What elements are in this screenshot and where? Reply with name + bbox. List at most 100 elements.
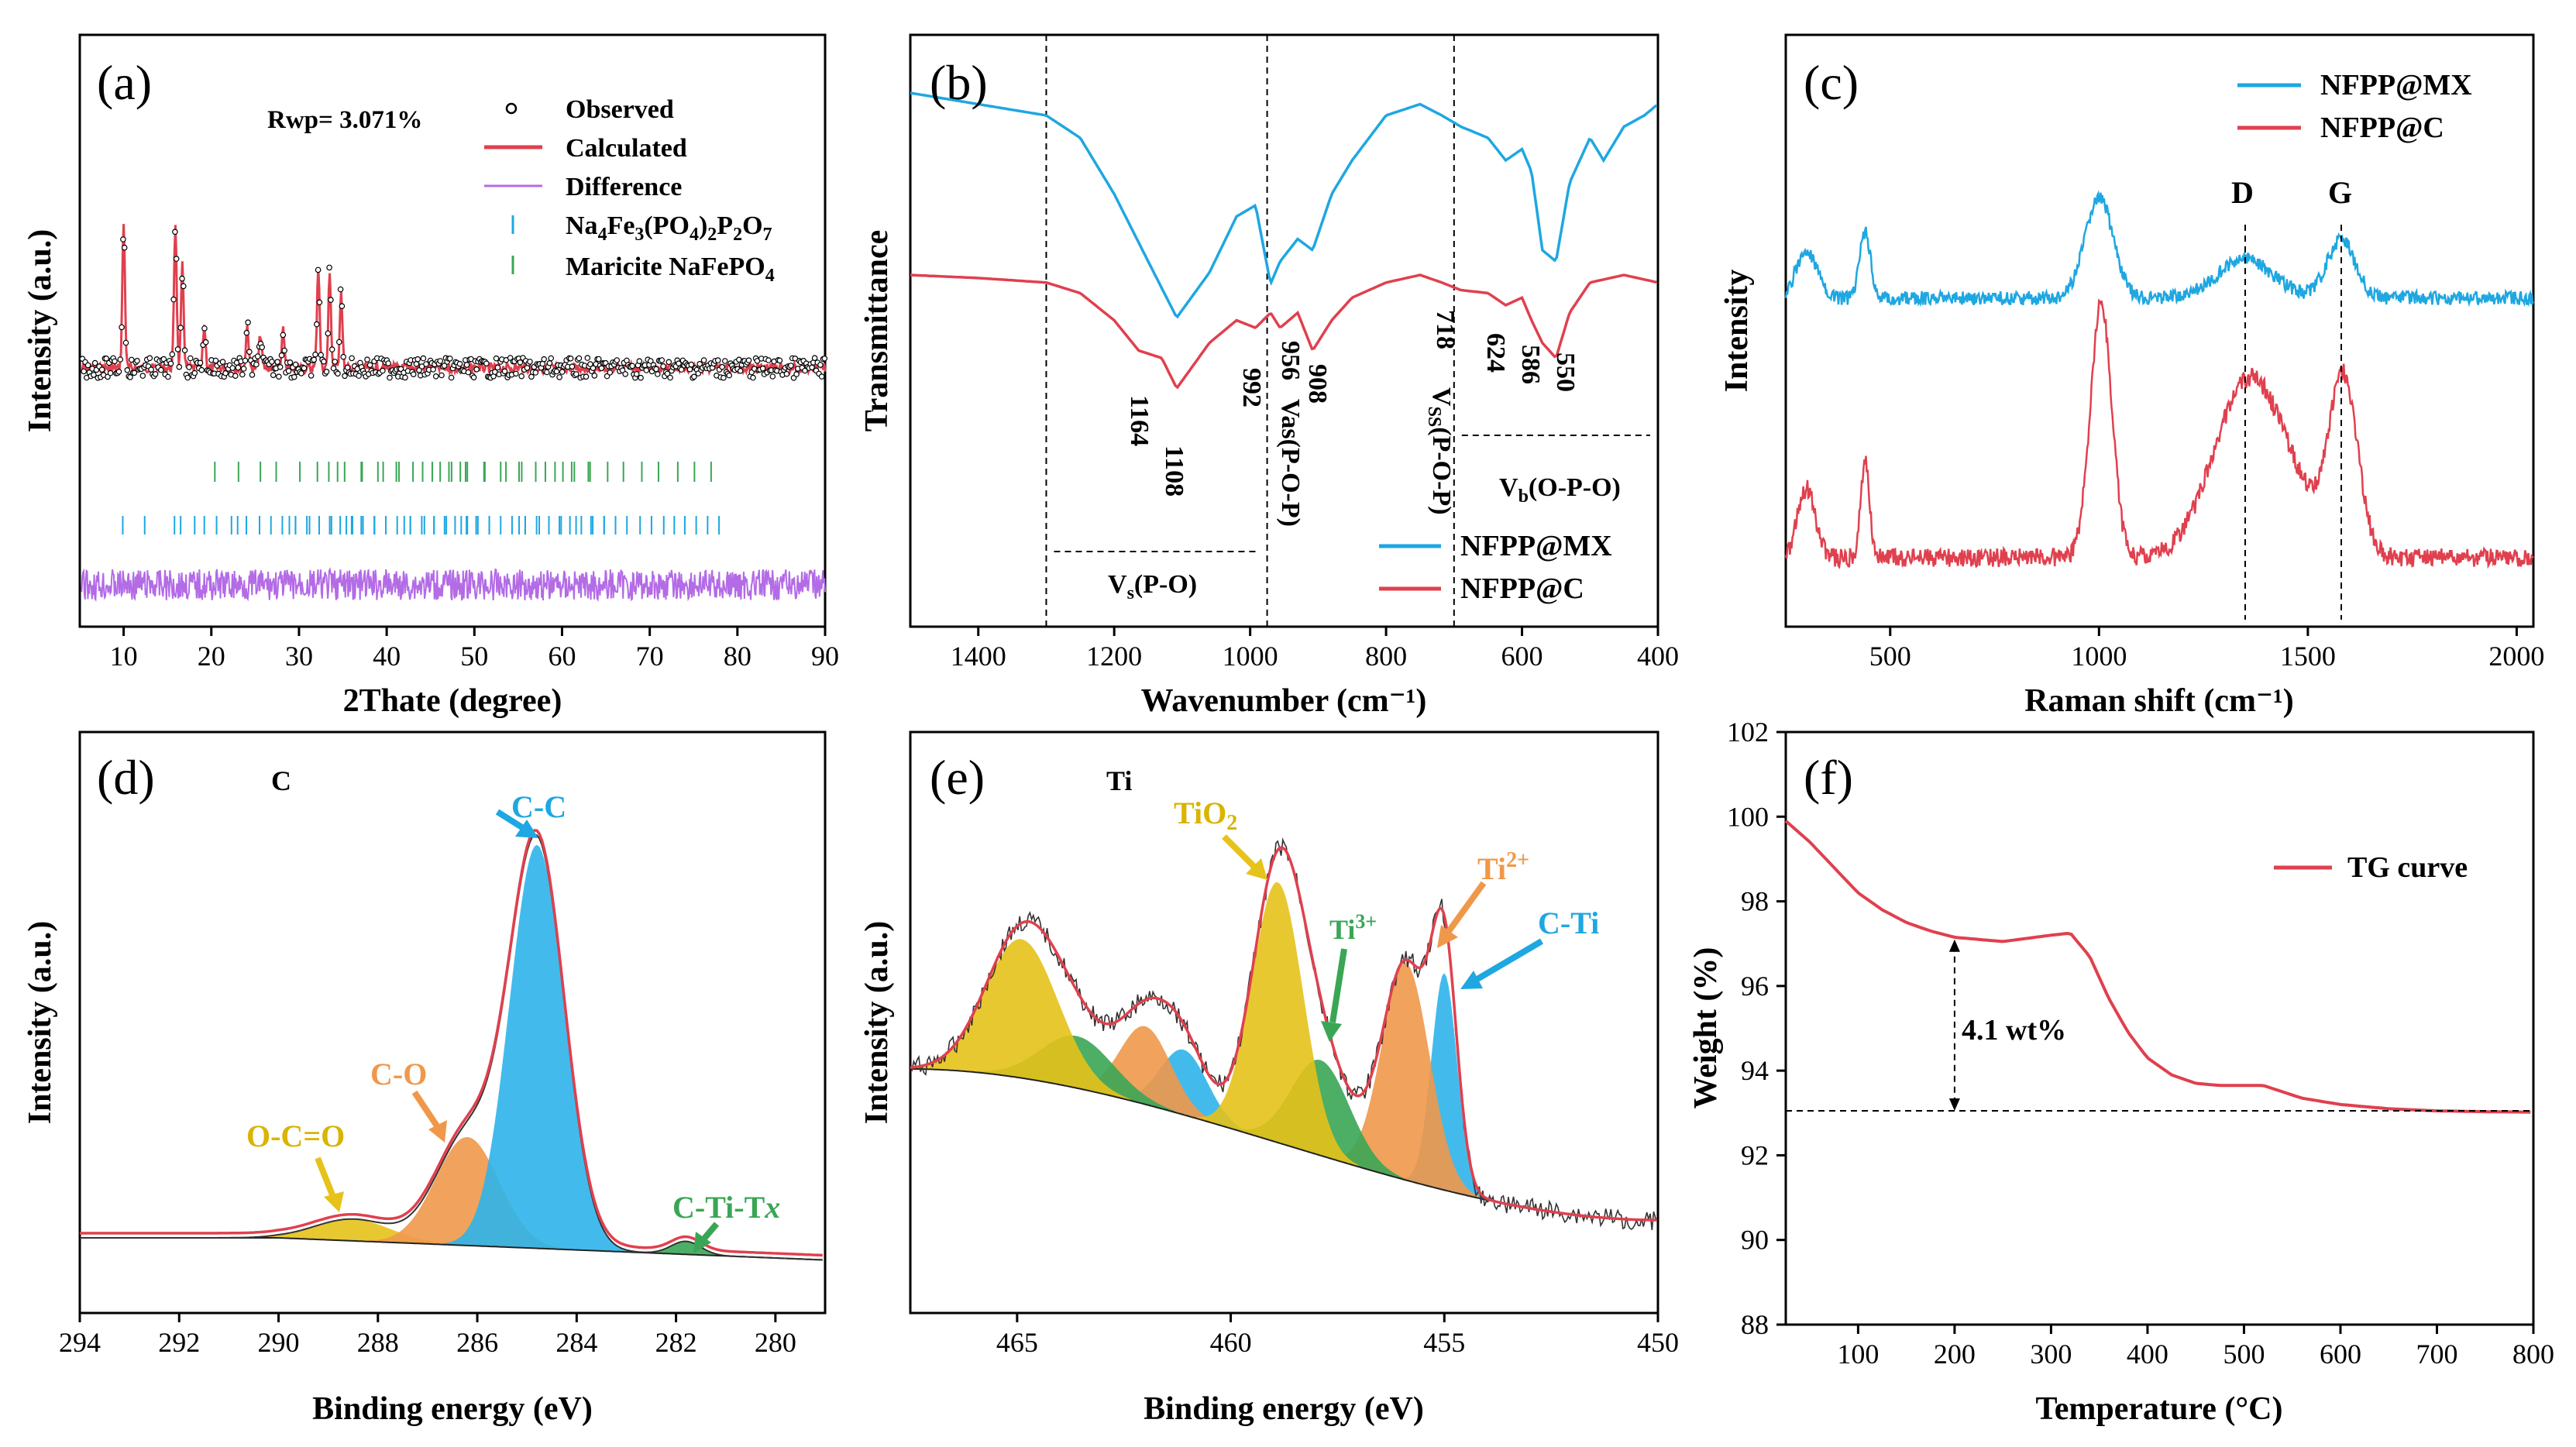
pc-x-ticklabel-1500: 1500 bbox=[2280, 641, 2336, 672]
observed-point bbox=[340, 353, 347, 360]
observed-point bbox=[595, 356, 602, 363]
observed-point bbox=[633, 371, 640, 377]
observed-point bbox=[81, 368, 88, 375]
observed-point bbox=[678, 366, 685, 373]
panel-a-x-ticks: 10 20 30 40 50 60 70 80 90 bbox=[110, 627, 839, 672]
observed-point bbox=[493, 355, 500, 362]
observed-point bbox=[325, 330, 332, 337]
observed-point bbox=[569, 363, 576, 370]
observed-point bbox=[328, 297, 334, 303]
observed-point bbox=[494, 364, 501, 371]
arrow-c-o-head bbox=[428, 1120, 447, 1143]
panel-f: 100 200 300 400 500 600 700 800 88 90 92 94 96 98 100 1… bbox=[1688, 717, 2554, 1427]
mass-loss-arrow-bottom bbox=[1948, 1098, 1960, 1112]
observed-point bbox=[765, 357, 772, 363]
panel-d-x-ticks: 294 292 290 288 286 284 282 280 bbox=[59, 1313, 796, 1358]
observed-point bbox=[590, 365, 597, 372]
observed-point bbox=[654, 371, 661, 377]
arrow-tio2-head bbox=[1246, 858, 1267, 880]
observed-point bbox=[788, 363, 794, 369]
observed-point bbox=[202, 339, 209, 345]
panel-f-frame bbox=[1784, 730, 2535, 1326]
observed-point bbox=[315, 266, 322, 273]
observed-point bbox=[416, 367, 422, 373]
pf-x-ticklabel-200: 200 bbox=[1934, 1339, 1976, 1370]
observed-point bbox=[339, 303, 346, 310]
observed-point bbox=[659, 357, 665, 363]
panel-c-legend: NFPP@MX NFPP@C bbox=[2237, 69, 2472, 144]
observed-point bbox=[201, 325, 208, 332]
legend-na4fe3: Na4Fe3(PO4)2P2O7 bbox=[566, 211, 772, 245]
observed-point bbox=[366, 362, 373, 369]
observed-point bbox=[414, 356, 421, 363]
observed-point bbox=[517, 359, 524, 366]
peak-586: 586 bbox=[1516, 345, 1545, 384]
observed-point bbox=[285, 368, 292, 374]
observed-point bbox=[103, 355, 110, 362]
pb-x-ticklabel-1400: 1400 bbox=[951, 641, 1006, 672]
observed-point bbox=[177, 325, 184, 331]
series-NFPP@MX bbox=[1784, 190, 2535, 308]
observed-point bbox=[483, 360, 490, 367]
pa-x-ticklabel-50: 50 bbox=[460, 641, 488, 672]
series-NFPP@C bbox=[1784, 298, 2534, 569]
observed-point bbox=[112, 358, 118, 365]
pa-x-ticklabel-70: 70 bbox=[636, 641, 664, 672]
pd-x-ticklabel-286: 286 bbox=[456, 1327, 498, 1358]
observed-point bbox=[745, 357, 752, 364]
observed-point bbox=[349, 355, 355, 362]
observed-point bbox=[274, 359, 280, 366]
pb-x-ticklabel-800: 800 bbox=[1365, 641, 1407, 672]
panel-f-xlabel: Temperature (°C) bbox=[2036, 1391, 2283, 1427]
panel-d-ylabel: Intensity (a.u.) bbox=[22, 921, 58, 1125]
observed-point bbox=[664, 370, 671, 377]
pd-x-ticklabel-294: 294 bbox=[59, 1327, 101, 1358]
observed-point bbox=[326, 264, 332, 271]
tg-curve bbox=[1784, 820, 2531, 1114]
observed-point bbox=[501, 368, 508, 375]
band-g-label: G bbox=[2328, 175, 2352, 210]
pd-x-ticklabel-288: 288 bbox=[357, 1327, 399, 1358]
mass-loss-arrow-top bbox=[1948, 939, 1960, 952]
panel-d-arrows bbox=[315, 809, 720, 1253]
observed-point bbox=[301, 365, 308, 372]
observed-point bbox=[691, 373, 697, 380]
pa-x-ticklabel-40: 40 bbox=[373, 641, 401, 672]
observed-point bbox=[229, 365, 236, 371]
pd-x-ticklabel-284: 284 bbox=[555, 1327, 597, 1358]
observed-point bbox=[246, 349, 253, 356]
pf-y-ticklabel-88: 88 bbox=[1741, 1309, 1769, 1340]
observed-point bbox=[170, 296, 177, 303]
observed-point bbox=[313, 321, 320, 328]
observed-point bbox=[287, 359, 294, 366]
pc-x-ticklabel-500: 500 bbox=[1869, 641, 1911, 672]
panel-e-arrows bbox=[1222, 834, 1544, 1042]
observed-point bbox=[121, 244, 128, 251]
arrow-ti3-head bbox=[1321, 1021, 1342, 1042]
pa-x-ticklabel-80: 80 bbox=[724, 641, 751, 672]
observed-point bbox=[321, 358, 327, 365]
panel-b-label: (b) bbox=[930, 55, 988, 110]
observed-point bbox=[187, 355, 194, 362]
observed-point bbox=[120, 236, 126, 242]
pf-y-ticklabel-90: 90 bbox=[1741, 1225, 1769, 1256]
observed-point bbox=[122, 339, 129, 346]
observed-point bbox=[614, 357, 621, 363]
label-c-ti-tx: C-Ti-Tx bbox=[672, 1190, 780, 1225]
observed-point bbox=[115, 368, 122, 375]
observed-point bbox=[441, 363, 448, 369]
panel-e-frame bbox=[909, 730, 1659, 1315]
pf-x-ticklabel-800: 800 bbox=[2512, 1339, 2554, 1370]
pd-x-ticklabel-290: 290 bbox=[258, 1327, 300, 1358]
panel-e-xlabel: Binding energy (eV) bbox=[1144, 1391, 1424, 1427]
observed-point bbox=[197, 359, 204, 366]
legend-nfpp-mx-c: NFPP@MX bbox=[2320, 69, 2472, 101]
observed-point bbox=[647, 358, 654, 364]
pf-x-ticklabel-700: 700 bbox=[2416, 1339, 2457, 1370]
observed-point bbox=[643, 367, 650, 373]
arrow-ti3 bbox=[1329, 948, 1347, 1023]
panel-b: 1400 1200 1000 800 600 400 (b) 1164 1108 992 … bbox=[859, 33, 1679, 719]
pa-x-ticklabel-60: 60 bbox=[548, 641, 576, 672]
legend-observed-marker bbox=[505, 102, 518, 115]
observed-point bbox=[817, 362, 824, 368]
